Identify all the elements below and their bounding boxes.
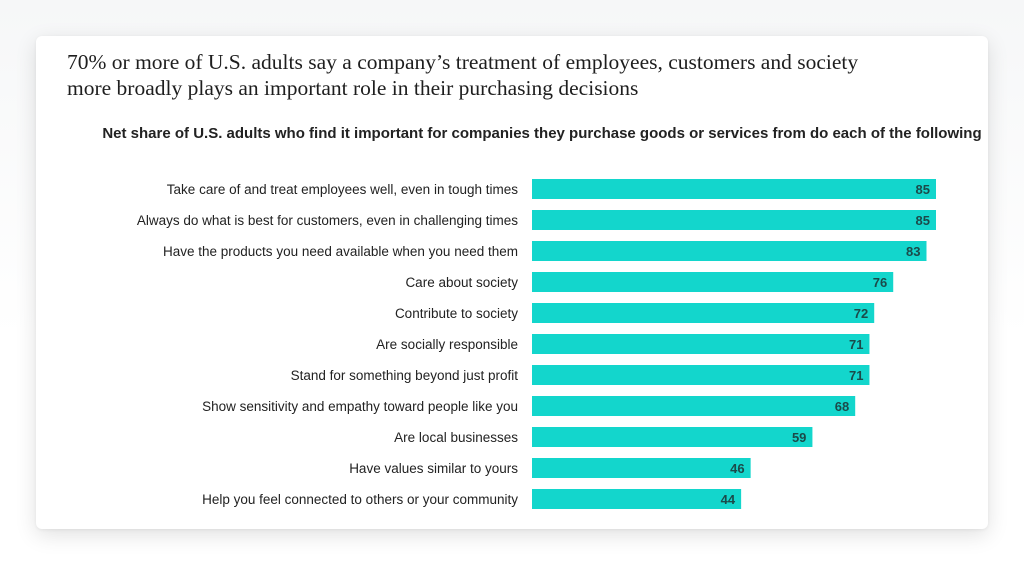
bar xyxy=(532,458,751,478)
value-label: 59 xyxy=(792,430,806,445)
value-label: 72 xyxy=(854,306,868,321)
category-label: Stand for something beyond just profit xyxy=(291,368,519,383)
bar xyxy=(532,272,894,292)
category-label: Always do what is best for customers, ev… xyxy=(137,213,518,228)
bar xyxy=(532,489,742,509)
category-label: Show sensitivity and empathy toward peop… xyxy=(202,399,518,414)
bar xyxy=(532,334,870,354)
value-label: 85 xyxy=(916,213,930,228)
value-label: 83 xyxy=(906,244,920,259)
category-label: Are local businesses xyxy=(394,430,518,445)
category-label: Contribute to society xyxy=(395,306,518,321)
value-label: 71 xyxy=(849,368,863,383)
category-label: Care about society xyxy=(405,275,518,290)
bar xyxy=(532,210,936,230)
value-label: 71 xyxy=(849,337,863,352)
category-label: Have values similar to yours xyxy=(349,461,518,476)
value-label: 44 xyxy=(721,492,736,507)
chart-title: Net share of U.S. adults who find it imp… xyxy=(102,125,982,142)
headline: 70% or more of U.S. adults say a company… xyxy=(67,50,859,100)
value-label: 68 xyxy=(835,399,849,414)
bar xyxy=(532,241,927,261)
bar xyxy=(532,396,856,416)
value-label: 46 xyxy=(730,461,744,476)
bar xyxy=(532,179,936,199)
bar xyxy=(532,365,870,385)
bar xyxy=(532,303,875,323)
category-label: Are socially responsible xyxy=(376,337,518,352)
value-label: 76 xyxy=(873,275,887,290)
bar xyxy=(532,427,813,447)
category-label: Help you feel connected to others or you… xyxy=(202,492,518,507)
category-label: Take care of and treat employees well, e… xyxy=(167,182,518,197)
category-label: Have the products you need available whe… xyxy=(163,244,518,259)
value-label: 85 xyxy=(916,182,930,197)
